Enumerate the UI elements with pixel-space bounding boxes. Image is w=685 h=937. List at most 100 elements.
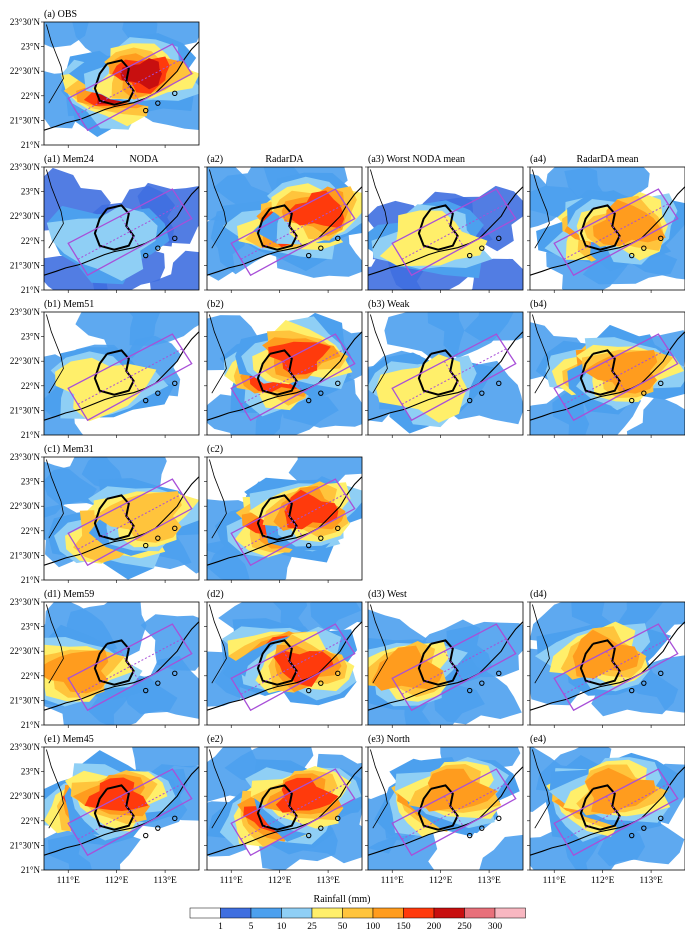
analysis-box bbox=[67, 43, 193, 132]
island bbox=[143, 252, 149, 259]
province-boundary bbox=[209, 749, 227, 829]
analysis-box bbox=[553, 623, 679, 712]
colorbar: Rainfall (mm) 1 5 10 25 50 100 150 200 250 300 bbox=[189, 894, 526, 932]
panel-e4: 111°E 112°E 113°E (e4) bbox=[527, 734, 685, 886]
y-tick-label: 21°N bbox=[21, 140, 41, 150]
colorbar-swatch bbox=[494, 907, 526, 919]
panel-label: (d4) bbox=[530, 589, 547, 600]
island bbox=[143, 107, 149, 114]
province-boundary bbox=[532, 169, 550, 249]
analysis-box bbox=[67, 623, 193, 712]
y-tick-label: 23°N bbox=[21, 42, 41, 52]
x-tick-label: 112°E bbox=[268, 875, 292, 886]
island bbox=[641, 245, 647, 251]
colorbar-swatch bbox=[403, 907, 435, 919]
province-boundary bbox=[370, 604, 388, 684]
analysis-box bbox=[230, 768, 356, 857]
analysis-box bbox=[391, 623, 517, 712]
rainfall-field bbox=[44, 747, 199, 870]
analysis-box bbox=[553, 333, 679, 422]
province-boundary bbox=[46, 169, 64, 249]
panel-frame bbox=[367, 601, 524, 726]
panel-label: (b3) Weak bbox=[368, 299, 410, 310]
province-boundary bbox=[532, 314, 550, 394]
y-tick-label: 21°N bbox=[21, 575, 41, 585]
colorbar-tick-label: 5 bbox=[249, 922, 254, 932]
panel-frame bbox=[43, 166, 200, 291]
panel-e2: 111°E 112°E 113°E (e2) bbox=[204, 734, 363, 886]
colorbar-tick-label: 200 bbox=[427, 922, 442, 932]
island bbox=[629, 832, 635, 839]
coastline bbox=[44, 476, 199, 566]
coastline bbox=[44, 186, 199, 276]
x-tick-label: 111°E bbox=[57, 875, 80, 886]
province-boundary bbox=[532, 604, 550, 684]
island bbox=[172, 235, 178, 242]
y-tick-label: 21°30′N bbox=[10, 405, 41, 415]
island bbox=[335, 815, 341, 822]
analysis-box bbox=[230, 478, 356, 567]
panel-label: (a4) bbox=[530, 154, 546, 165]
island bbox=[306, 252, 312, 259]
rainfall-field bbox=[44, 167, 199, 290]
province-boundary bbox=[370, 314, 388, 394]
panel-frame bbox=[43, 456, 200, 581]
rainfall-field bbox=[44, 22, 199, 145]
island bbox=[172, 815, 178, 822]
y-tick-label: 23°30′N bbox=[10, 742, 41, 752]
panel-label: (d2) bbox=[207, 589, 224, 600]
panel-label: (d3) West bbox=[368, 589, 407, 600]
y-tick-label: 23°30′N bbox=[10, 452, 41, 462]
coastline bbox=[530, 621, 685, 711]
colorbar-tick-label: 1 bbox=[218, 922, 223, 932]
panel-label: (e1) Mem45 bbox=[44, 734, 94, 745]
panel-frame bbox=[367, 166, 524, 291]
colorbar-tick-label: 50 bbox=[338, 922, 348, 932]
colorbar-swatch bbox=[220, 907, 252, 919]
y-tick-label: 21°30′N bbox=[10, 550, 41, 560]
panel-a3: (a3) Worst NODA mean bbox=[365, 154, 524, 293]
island bbox=[658, 380, 664, 387]
rainfall-field bbox=[44, 602, 199, 725]
island bbox=[155, 390, 161, 396]
province-boundary bbox=[209, 604, 227, 684]
island bbox=[467, 397, 473, 404]
panel-frame bbox=[206, 746, 363, 871]
island bbox=[318, 390, 324, 396]
island bbox=[143, 542, 149, 549]
coastline bbox=[368, 331, 523, 421]
island bbox=[629, 687, 635, 694]
island bbox=[335, 380, 341, 387]
island bbox=[479, 390, 485, 396]
coastline bbox=[530, 331, 685, 421]
x-tick-label: 113°E bbox=[639, 875, 663, 886]
coastline bbox=[368, 621, 523, 711]
coastline bbox=[44, 41, 199, 131]
colorbar-tick-label: 250 bbox=[457, 922, 472, 932]
island bbox=[658, 815, 664, 822]
panel-title: RadarDA mean bbox=[577, 154, 639, 165]
coastline bbox=[530, 186, 685, 276]
analysis-box bbox=[230, 188, 356, 277]
island bbox=[335, 525, 341, 532]
island bbox=[641, 390, 647, 396]
x-tick-label: 111°E bbox=[220, 875, 243, 886]
island bbox=[155, 825, 161, 831]
panel-b4: (b4) bbox=[527, 299, 685, 438]
island bbox=[496, 380, 502, 387]
panels-layer: 23°30′N 23°N 22°30′N 22°N 21°30′N 21°N (a) OBS… bbox=[10, 9, 685, 886]
y-tick-label: 22°30′N bbox=[10, 211, 41, 221]
y-tick-label: 21°30′N bbox=[10, 260, 41, 270]
y-tick-label: 21°N bbox=[21, 430, 41, 440]
y-tick-label: 21°N bbox=[21, 865, 41, 875]
coastline bbox=[207, 186, 362, 276]
colorbar-label: Rainfall (mm) bbox=[314, 894, 371, 905]
rainfall-field bbox=[207, 312, 362, 435]
colorbar-swatch bbox=[281, 907, 313, 919]
panel-b3: (b3) Weak bbox=[365, 299, 524, 438]
y-tick-label: 23°30′N bbox=[10, 597, 41, 607]
island bbox=[143, 832, 149, 839]
colorbar-tick-label: 150 bbox=[396, 922, 411, 932]
island bbox=[172, 525, 178, 532]
island bbox=[479, 245, 485, 251]
